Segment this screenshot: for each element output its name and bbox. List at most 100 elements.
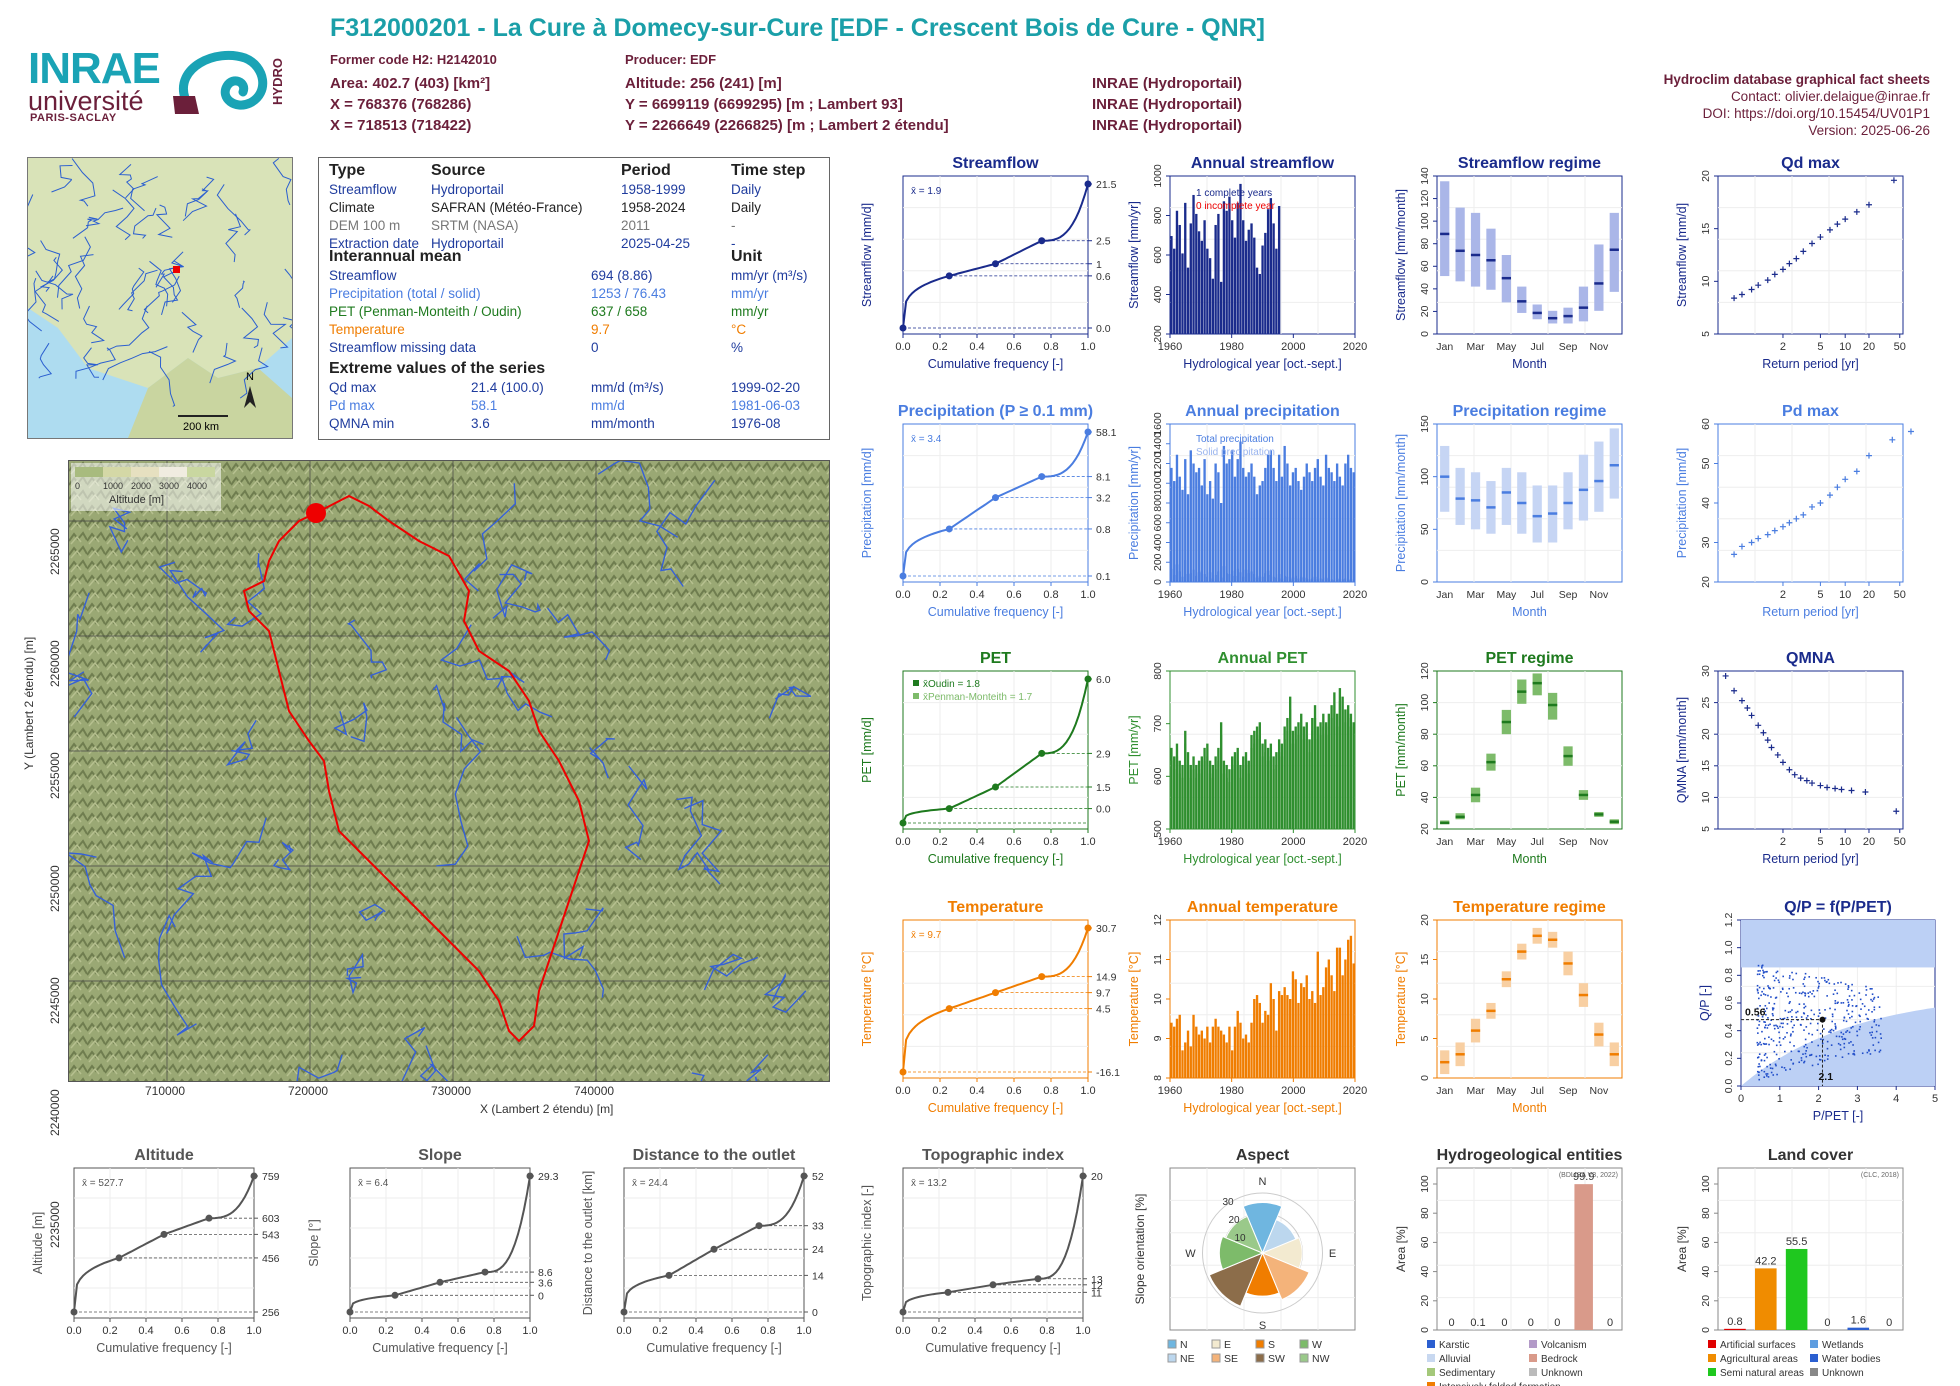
qp-point <box>1835 1035 1838 1038</box>
qp-point <box>1800 1057 1803 1059</box>
quantile-point <box>1034 1275 1042 1283</box>
annual-bar-2 <box>1211 578 1215 582</box>
annual-bar <box>1219 1030 1223 1078</box>
qp-point <box>1776 1025 1779 1028</box>
annual-bar <box>1170 236 1173 334</box>
info-source: Hydroportail <box>431 236 504 251</box>
annual-bar-2 <box>1280 743 1284 829</box>
y-tick-label: 10 <box>1419 993 1431 1005</box>
annual-bar <box>1233 237 1237 334</box>
annual-bar <box>1322 987 1325 1078</box>
annual-bar <box>1189 1046 1192 1078</box>
annual-bar <box>1236 1010 1239 1078</box>
extreme-point <box>1722 672 1729 679</box>
qp-point <box>1870 998 1872 1001</box>
altitude-legend-tick: 0 <box>75 481 80 491</box>
scale-label: 200 km <box>183 421 219 433</box>
y-tick-label: 25 <box>1700 697 1712 709</box>
qp-point <box>1829 1007 1831 1010</box>
annual-bar <box>1181 1050 1184 1078</box>
extreme-point <box>1771 527 1778 534</box>
qp-point <box>1782 1022 1784 1025</box>
annual-bar-2 <box>1289 579 1292 582</box>
outlet-marker[interactable] <box>306 503 326 523</box>
annual-bar-2 <box>1186 752 1190 829</box>
catchment-map[interactable]: 0 1000 2000 3000 4000 Altitude [m] <box>68 460 830 1082</box>
x-tick-label: 20 <box>1863 836 1875 848</box>
qp-point <box>1767 1024 1770 1027</box>
x-tick-label: 0.8 <box>1043 1085 1058 1097</box>
quantile-label: 9.7 <box>1096 988 1111 1000</box>
annual-bar <box>1322 485 1325 582</box>
bar-value-label: 0 <box>1554 1317 1560 1329</box>
qp-point <box>1761 967 1763 969</box>
annual-bar-2 <box>1327 578 1331 582</box>
annual-bar-2 <box>1319 722 1322 829</box>
qp-point <box>1803 1006 1805 1009</box>
qp-point <box>1853 1050 1855 1052</box>
panel-title: Annual precipitation <box>1185 403 1340 420</box>
qp-point <box>1806 1015 1809 1017</box>
month-tick: Jul <box>1530 836 1543 848</box>
qp-point <box>1813 1013 1815 1016</box>
minimap-river <box>102 346 168 381</box>
col-type: Type <box>329 162 366 179</box>
annual-bar <box>1335 463 1339 582</box>
qp-point <box>1818 985 1820 988</box>
qp-point <box>1839 1048 1842 1051</box>
france-minimap[interactable]: N 200 km <box>27 157 293 439</box>
legend-swatch <box>1810 1354 1818 1362</box>
annual-bar-2 <box>1200 756 1203 829</box>
qp-point <box>1848 1003 1850 1006</box>
qp-point <box>1769 1023 1771 1026</box>
legend-swatch <box>1255 1339 1265 1349</box>
qp-point <box>1804 992 1806 994</box>
qp-point <box>1844 1038 1847 1041</box>
qp-point <box>1834 989 1836 992</box>
annual-bar <box>1200 1030 1203 1078</box>
legend-item: Semi natural areas <box>1720 1368 1804 1379</box>
qp-point <box>1803 1061 1805 1064</box>
qp-point <box>1778 981 1780 984</box>
legend-item: Bedrock <box>1541 1354 1579 1365</box>
qmna-chart: QMNA Return period [yr] QMNA [mm/month] 5 10… <box>1675 650 1906 866</box>
month-tick: Sep <box>1559 836 1578 848</box>
annual-bar <box>1200 485 1203 582</box>
qp-point <box>1775 1053 1778 1056</box>
mean-value: 637 / 658 <box>591 304 648 319</box>
slope-chart: Slope Cumulative frequency [-] Slope [°] 0.… <box>307 1147 559 1355</box>
annual-bar-2 <box>1195 575 1198 582</box>
y-tick-label: 15 <box>1700 760 1712 772</box>
qp-point <box>1872 998 1875 1000</box>
qp-point <box>1837 1042 1840 1045</box>
qp-point <box>1826 1047 1829 1050</box>
doi-link[interactable]: DOI: https://doi.org/10.15454/UV01P1 <box>1702 106 1930 121</box>
altitude-legend-tick: 1000 <box>103 481 123 491</box>
annual-bar-2 <box>1269 574 1273 582</box>
qp-point <box>1781 1026 1784 1029</box>
qp-point <box>1834 1023 1836 1025</box>
annual-bar <box>1289 485 1292 582</box>
annual-bar-2 <box>1178 760 1181 829</box>
annual-bar-2 <box>1352 580 1355 582</box>
annual-bar-2 <box>1242 576 1245 582</box>
plot-frame <box>1717 670 1904 830</box>
annual-bar <box>1341 975 1344 1078</box>
y-axis-label: Streamflow [mm/d] <box>860 203 874 307</box>
bar-value-label: 99.9 <box>1573 1171 1594 1183</box>
extreme-point <box>1738 291 1745 298</box>
annual-bar-2 <box>1297 722 1300 829</box>
annual-bar <box>1222 201 1226 334</box>
annual-bar <box>1184 202 1187 334</box>
annual-bar-2 <box>1324 577 1328 582</box>
y-tick-label: 40 <box>1419 283 1431 295</box>
extreme-point <box>1760 729 1767 736</box>
annual-bar <box>1231 1050 1234 1078</box>
info-period: 1958-1999 <box>621 182 686 197</box>
qp-point <box>1848 1042 1850 1044</box>
qp-mean-point <box>1819 1016 1826 1023</box>
rose-tick: 20 <box>1229 1215 1241 1226</box>
streamflow_fdc-chart: Streamflow Cumulative frequency [-] Stream… <box>860 155 1117 371</box>
qp-point <box>1757 1015 1760 1017</box>
extreme-point <box>1824 784 1831 791</box>
